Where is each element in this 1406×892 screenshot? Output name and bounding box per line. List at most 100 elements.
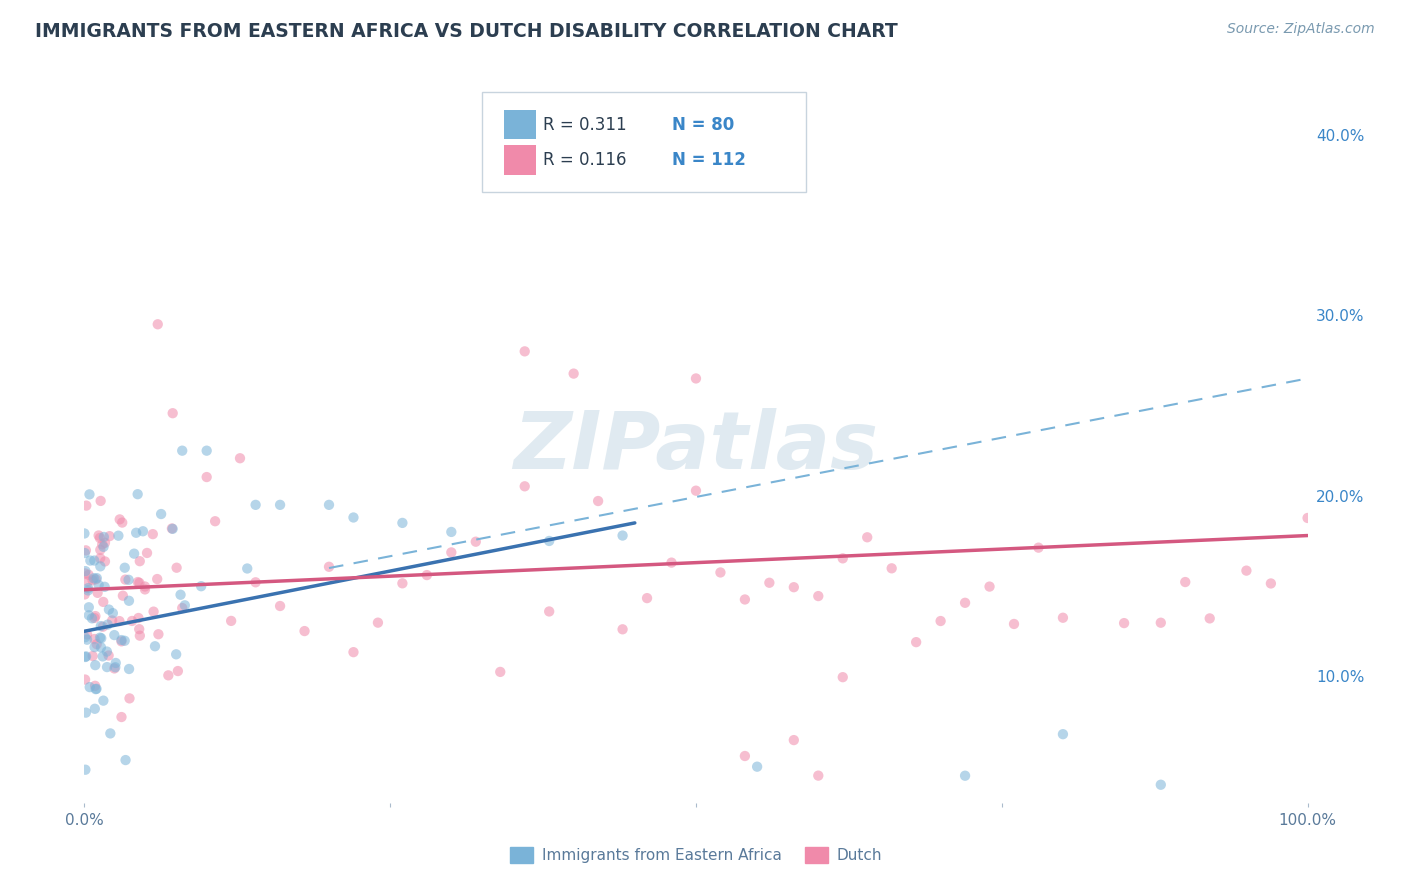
- FancyBboxPatch shape: [503, 110, 536, 139]
- Point: [97, 617, 120, 632]
- Point: [128, 629, 150, 643]
- Point: [111, 589, 134, 603]
- Point: [979, 580, 1001, 594]
- Point: [134, 580, 156, 594]
- Text: R = 0.311: R = 0.311: [543, 116, 627, 134]
- Point: [77, 583, 100, 598]
- Point: [134, 582, 156, 597]
- Point: [367, 615, 389, 630]
- Point: [108, 614, 131, 628]
- Point: [143, 639, 166, 653]
- Point: [91, 649, 114, 664]
- Point: [880, 561, 903, 575]
- Point: [117, 573, 139, 587]
- Text: N = 80: N = 80: [672, 116, 734, 134]
- Point: [103, 628, 125, 642]
- Point: [75, 566, 97, 581]
- Point: [77, 567, 100, 582]
- Point: [416, 568, 439, 582]
- Point: [562, 367, 585, 381]
- Point: [87, 578, 110, 592]
- Point: [83, 702, 105, 716]
- Point: [929, 614, 952, 628]
- Point: [661, 556, 683, 570]
- Point: [89, 551, 111, 566]
- Point: [172, 443, 194, 458]
- Point: [831, 670, 853, 684]
- Point: [75, 673, 97, 687]
- Point: [79, 487, 101, 501]
- Point: [269, 498, 291, 512]
- Point: [76, 627, 98, 641]
- Point: [118, 691, 141, 706]
- FancyBboxPatch shape: [482, 92, 806, 192]
- Point: [236, 561, 259, 575]
- Point: [86, 681, 108, 696]
- Point: [734, 749, 756, 764]
- Point: [440, 545, 463, 559]
- Point: [538, 533, 561, 548]
- Point: [118, 594, 141, 608]
- Point: [538, 604, 561, 618]
- Point: [1052, 611, 1074, 625]
- Point: [84, 682, 107, 697]
- Point: [1114, 616, 1136, 631]
- Point: [73, 526, 96, 541]
- Point: [91, 537, 114, 551]
- Point: [83, 571, 105, 585]
- Point: [94, 536, 117, 550]
- Point: [84, 572, 107, 586]
- Point: [162, 522, 184, 536]
- Point: [73, 630, 96, 644]
- Point: [856, 530, 879, 544]
- Point: [91, 620, 114, 634]
- Point: [1150, 778, 1173, 792]
- Point: [75, 649, 97, 664]
- Point: [440, 524, 463, 539]
- Point: [783, 580, 806, 594]
- Point: [165, 648, 187, 662]
- Point: [110, 633, 132, 648]
- Point: [75, 706, 97, 720]
- Point: [195, 443, 218, 458]
- Point: [747, 760, 769, 774]
- Point: [83, 640, 105, 654]
- Point: [612, 528, 634, 542]
- Point: [146, 572, 169, 586]
- Point: [82, 573, 104, 587]
- Point: [142, 605, 165, 619]
- Point: [121, 614, 143, 628]
- Point: [107, 529, 129, 543]
- Point: [464, 534, 486, 549]
- Point: [89, 559, 111, 574]
- Point: [83, 632, 105, 646]
- Point: [76, 632, 98, 647]
- Point: [1236, 564, 1258, 578]
- Point: [83, 611, 105, 625]
- Point: [98, 529, 121, 543]
- Point: [173, 599, 195, 613]
- Point: [90, 640, 112, 655]
- Point: [96, 660, 118, 674]
- Point: [953, 596, 976, 610]
- Legend: Immigrants from Eastern Africa, Dutch: Immigrants from Eastern Africa, Dutch: [503, 841, 889, 869]
- Point: [128, 575, 150, 590]
- Point: [79, 553, 101, 567]
- Point: [97, 602, 120, 616]
- Point: [685, 371, 707, 385]
- Point: [489, 665, 512, 679]
- Point: [84, 609, 107, 624]
- Point: [114, 633, 136, 648]
- Point: [1260, 576, 1282, 591]
- Point: [132, 524, 155, 539]
- Point: [73, 546, 96, 560]
- Point: [75, 499, 97, 513]
- Point: [77, 608, 100, 623]
- Point: [342, 645, 364, 659]
- Point: [204, 514, 226, 528]
- Point: [1150, 615, 1173, 630]
- Point: [101, 606, 124, 620]
- Point: [110, 710, 132, 724]
- Point: [146, 318, 169, 332]
- Point: [111, 516, 134, 530]
